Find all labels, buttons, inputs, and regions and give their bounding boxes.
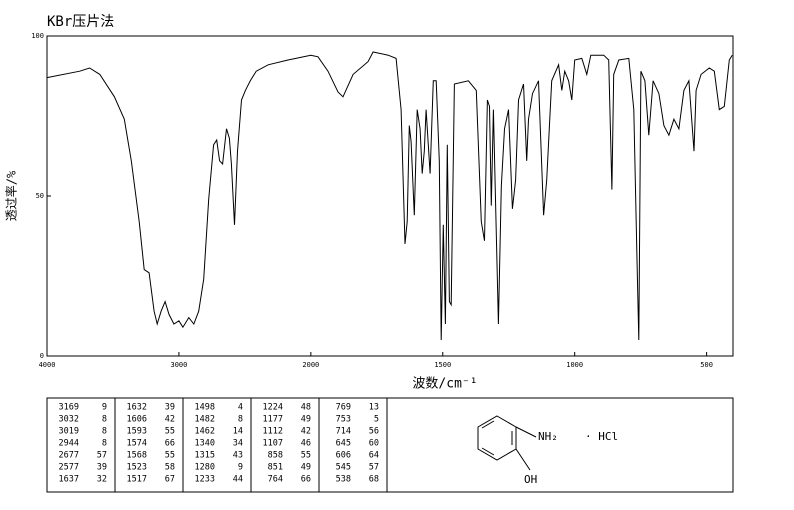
peak-transmittance: 9	[102, 403, 107, 413]
salt-label: · HCl	[585, 430, 618, 443]
peak-wavenumber: 764	[268, 475, 283, 485]
peak-transmittance: 55	[301, 451, 311, 461]
peak-transmittance: 8	[102, 415, 107, 425]
peak-wavenumber: 538	[336, 475, 351, 485]
peak-wavenumber: 1523	[127, 463, 147, 473]
peak-transmittance: 4	[238, 403, 243, 413]
peak-wavenumber: 1315	[195, 451, 215, 461]
peak-transmittance: 56	[369, 427, 379, 437]
peak-transmittance: 14	[233, 427, 243, 437]
peak-wavenumber: 3019	[59, 427, 79, 437]
peak-wavenumber: 1632	[127, 403, 147, 413]
peak-wavenumber: 606	[336, 451, 351, 461]
peak-transmittance: 39	[165, 403, 175, 413]
peak-wavenumber: 1637	[59, 475, 79, 485]
peak-transmittance: 42	[165, 415, 175, 425]
peak-wavenumber: 1280	[195, 463, 215, 473]
peak-wavenumber: 1177	[263, 415, 283, 425]
structure: NH₂ · HCl OH	[477, 415, 618, 486]
peak-wavenumber: 3032	[59, 415, 79, 425]
amine-label: NH₂	[538, 430, 558, 443]
x-axis-label: 波数/cm⁻¹	[412, 377, 477, 392]
peak-wavenumber: 1606	[127, 415, 147, 425]
table-frame	[46, 397, 734, 493]
y-tick-label: 100	[31, 32, 44, 40]
peak-transmittance: 55	[165, 451, 175, 461]
peak-wavenumber: 545	[336, 463, 351, 473]
peak-transmittance: 57	[369, 463, 379, 473]
peak-wavenumber: 1498	[195, 403, 215, 413]
peak-transmittance: 67	[165, 475, 175, 485]
peak-wavenumber: 1568	[127, 451, 147, 461]
peak-transmittance: 46	[301, 439, 311, 449]
bond	[515, 448, 531, 471]
x-tick-label: 500	[700, 361, 713, 369]
peak-transmittance: 32	[97, 475, 107, 485]
x-tick-label: 1500	[434, 361, 451, 369]
peak-transmittance: 58	[165, 463, 175, 473]
peak-wavenumber: 753	[336, 415, 351, 425]
peak-transmittance: 39	[97, 463, 107, 473]
x-tick-label: 1000	[566, 361, 583, 369]
plot-frame	[46, 35, 734, 357]
peak-wavenumber: 1340	[195, 439, 215, 449]
peak-wavenumber: 1462	[195, 427, 215, 437]
peak-wavenumber: 1482	[195, 415, 215, 425]
peak-wavenumber: 1593	[127, 427, 147, 437]
peak-transmittance: 5	[374, 415, 379, 425]
peak-transmittance: 64	[369, 451, 379, 461]
peak-wavenumber: 1517	[127, 475, 147, 485]
peak-transmittance: 43	[233, 451, 243, 461]
peak-wavenumber: 2677	[59, 451, 79, 461]
peak-wavenumber: 858	[268, 451, 283, 461]
peak-wavenumber: 851	[268, 463, 283, 473]
peak-transmittance: 66	[301, 475, 311, 485]
peak-wavenumber: 714	[336, 427, 351, 437]
peak-wavenumber: 1574	[127, 439, 147, 449]
peak-wavenumber: 1107	[263, 439, 283, 449]
peak-wavenumber: 3169	[59, 403, 79, 413]
peak-transmittance: 49	[301, 415, 311, 425]
peak-transmittance: 44	[233, 475, 243, 485]
peak-transmittance: 8	[238, 415, 243, 425]
double-bond	[481, 447, 495, 456]
x-tick-label: 4000	[39, 361, 56, 369]
y-tick-label: 50	[36, 192, 44, 200]
hydroxyl-label: OH	[524, 473, 537, 486]
bond	[515, 426, 537, 438]
peak-transmittance: 8	[102, 427, 107, 437]
peak-wavenumber: 2944	[59, 439, 79, 449]
spectrum-line	[46, 51, 733, 341]
x-tick-label: 3000	[170, 361, 187, 369]
peak-wavenumber: 1233	[195, 475, 215, 485]
peak-transmittance: 9	[238, 463, 243, 473]
double-bond	[481, 420, 495, 429]
peak-transmittance: 8	[102, 439, 107, 449]
peak-wavenumber: 1112	[263, 427, 283, 437]
peak-wavenumber: 2577	[59, 463, 79, 473]
peak-transmittance: 60	[369, 439, 379, 449]
peak-wavenumber: 769	[336, 403, 351, 413]
peak-transmittance: 68	[369, 475, 379, 485]
peak-transmittance: 13	[369, 403, 379, 413]
peak-wavenumber: 1224	[263, 403, 283, 413]
peak-transmittance: 55	[165, 427, 175, 437]
peak-transmittance: 57	[97, 451, 107, 461]
chart-title: KBr压片法	[47, 14, 114, 30]
x-tick-label: 2000	[302, 361, 319, 369]
benzene-ring	[477, 415, 517, 461]
peak-transmittance: 48	[301, 403, 311, 413]
peak-transmittance: 49	[301, 463, 311, 473]
y-axis-label: 透过率/%	[4, 170, 19, 221]
y-tick-label: 0	[40, 352, 44, 360]
peak-transmittance: 34	[233, 439, 243, 449]
peak-transmittance: 66	[165, 439, 175, 449]
peak-wavenumber: 645	[336, 439, 351, 449]
peak-transmittance: 42	[301, 427, 311, 437]
